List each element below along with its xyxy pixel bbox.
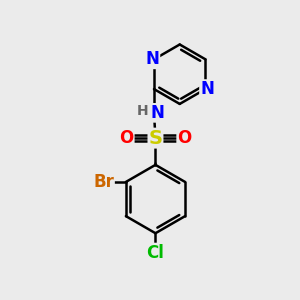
Text: O: O	[119, 129, 134, 147]
Text: N: N	[146, 50, 159, 68]
Text: S: S	[148, 129, 163, 148]
Text: O: O	[177, 129, 191, 147]
Text: Cl: Cl	[146, 244, 164, 262]
Text: Br: Br	[93, 173, 114, 191]
Text: N: N	[150, 104, 164, 122]
Text: H: H	[137, 104, 148, 118]
Text: N: N	[200, 80, 214, 98]
